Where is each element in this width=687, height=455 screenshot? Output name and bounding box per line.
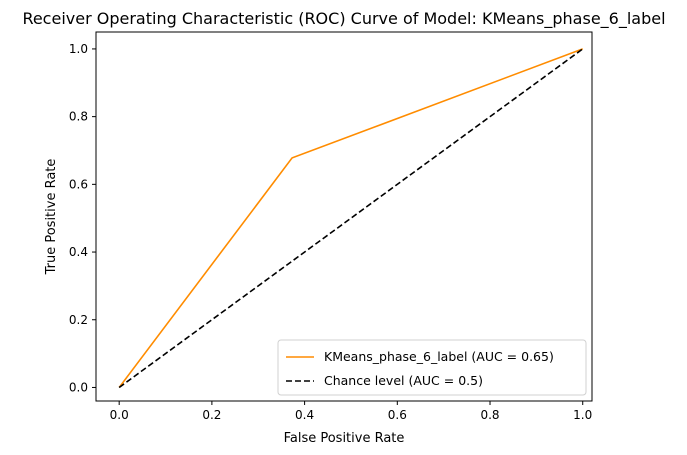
y-axis-ticks: 0.0 0.2 0.4 0.6 0.8 1.0 — [69, 42, 96, 394]
series-line-0 — [118, 48, 584, 388]
x-tick-label: 0.4 — [295, 408, 314, 422]
y-tick-label: 0.0 — [69, 380, 88, 394]
y-tick-label: 0.4 — [69, 245, 88, 259]
x-tick-label: 0.8 — [480, 408, 499, 422]
x-tick-label: 0.0 — [110, 408, 129, 422]
plot-frame — [95, 31, 593, 402]
legend-label-chance: Chance level (AUC = 0.5) — [324, 373, 483, 388]
x-tick-label: 0.6 — [388, 408, 407, 422]
legend: KMeans_phase_6_label (AUC = 0.65) Chance… — [277, 339, 587, 396]
x-tick-label: 0.2 — [202, 408, 221, 422]
y-tick-label: 0.2 — [69, 313, 88, 327]
legend-label-kmeans: KMeans_phase_6_label (AUC = 0.65) — [324, 349, 554, 364]
chart-title: Receiver Operating Characteristic (ROC) … — [22, 9, 665, 29]
x-axis-label: False Positive Rate — [284, 431, 405, 446]
y-tick-label: 1.0 — [69, 42, 88, 56]
series-layer — [118, 48, 584, 389]
y-tick-label: 0.6 — [69, 177, 88, 191]
x-axis-ticks: 0.0 0.2 0.4 0.6 0.8 1.0 — [110, 401, 592, 422]
legend-box — [277, 339, 587, 396]
y-axis-label: True Positive Rate — [44, 159, 59, 276]
y-tick-label: 0.8 — [69, 110, 88, 124]
x-tick-label: 1.0 — [573, 408, 592, 422]
series-line-1 — [118, 48, 584, 389]
